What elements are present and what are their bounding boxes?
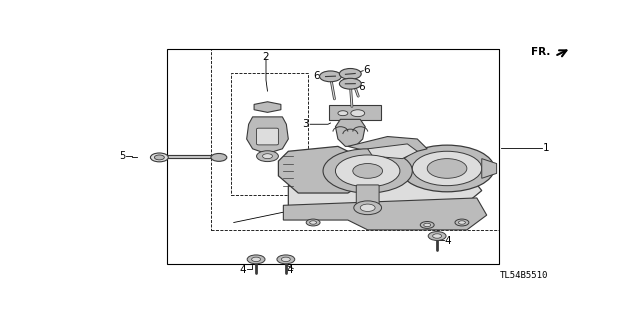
Circle shape bbox=[154, 155, 164, 160]
Circle shape bbox=[428, 159, 467, 178]
Circle shape bbox=[433, 234, 442, 238]
FancyBboxPatch shape bbox=[356, 185, 379, 206]
Circle shape bbox=[262, 154, 273, 159]
Circle shape bbox=[338, 111, 348, 116]
Circle shape bbox=[257, 151, 278, 162]
Circle shape bbox=[306, 219, 320, 226]
Text: FR.: FR. bbox=[531, 47, 550, 57]
Text: 6: 6 bbox=[313, 71, 319, 81]
Text: 6: 6 bbox=[364, 65, 370, 75]
Circle shape bbox=[323, 149, 412, 193]
Text: 5: 5 bbox=[119, 151, 125, 161]
Text: TL54B5510: TL54B5510 bbox=[500, 271, 548, 280]
Polygon shape bbox=[288, 174, 482, 210]
Circle shape bbox=[360, 204, 375, 211]
Circle shape bbox=[351, 110, 365, 117]
Text: 4: 4 bbox=[239, 265, 246, 275]
Circle shape bbox=[353, 164, 383, 178]
Text: 1: 1 bbox=[543, 143, 550, 152]
Polygon shape bbox=[335, 119, 365, 146]
Text: 4: 4 bbox=[286, 265, 292, 275]
Circle shape bbox=[412, 151, 482, 186]
FancyBboxPatch shape bbox=[330, 105, 381, 120]
Text: 2: 2 bbox=[262, 52, 269, 62]
Text: 4: 4 bbox=[445, 236, 451, 246]
FancyBboxPatch shape bbox=[257, 128, 278, 145]
Polygon shape bbox=[278, 146, 367, 193]
Bar bbox=[211, 49, 499, 230]
Circle shape bbox=[247, 255, 265, 264]
Circle shape bbox=[310, 221, 317, 224]
Circle shape bbox=[428, 232, 446, 241]
Polygon shape bbox=[254, 102, 281, 112]
Polygon shape bbox=[284, 198, 487, 230]
Polygon shape bbox=[482, 159, 497, 178]
Circle shape bbox=[458, 221, 465, 224]
Circle shape bbox=[339, 69, 361, 79]
Circle shape bbox=[319, 71, 341, 82]
Circle shape bbox=[354, 201, 381, 215]
Circle shape bbox=[211, 153, 227, 161]
Polygon shape bbox=[367, 144, 417, 159]
Circle shape bbox=[424, 223, 431, 227]
Bar bbox=[231, 73, 308, 196]
Text: 3: 3 bbox=[302, 119, 309, 129]
Circle shape bbox=[150, 153, 168, 162]
Circle shape bbox=[282, 257, 291, 262]
Circle shape bbox=[455, 219, 469, 226]
Polygon shape bbox=[246, 117, 288, 154]
Text: 6: 6 bbox=[358, 82, 365, 93]
Circle shape bbox=[420, 221, 434, 228]
Circle shape bbox=[277, 255, 295, 264]
Bar bbox=[167, 49, 499, 264]
Circle shape bbox=[400, 145, 494, 192]
Circle shape bbox=[335, 155, 400, 187]
Circle shape bbox=[339, 78, 361, 89]
Polygon shape bbox=[348, 137, 428, 154]
Circle shape bbox=[252, 257, 260, 262]
